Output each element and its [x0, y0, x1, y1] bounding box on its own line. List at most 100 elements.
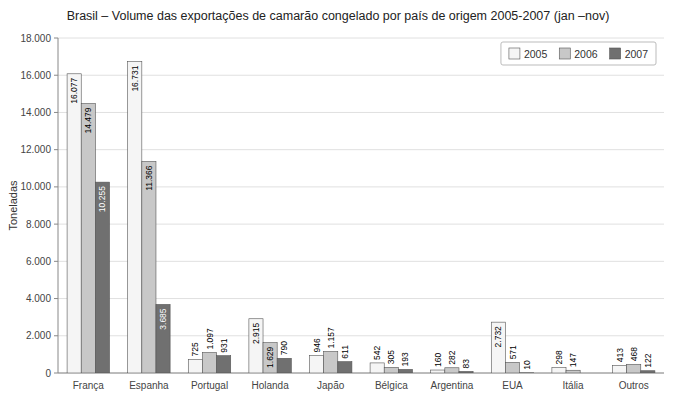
data-labels: 16.07716.7317252.9159465421602.732298413… [69, 65, 653, 369]
data-label: 10.255 [97, 186, 107, 212]
data-label: 1.629 [265, 346, 275, 368]
tick-mark [54, 224, 58, 225]
legend-label: 2005 [524, 48, 548, 60]
data-label: 571 [508, 345, 518, 359]
data-label: 11.366 [144, 165, 154, 191]
tick-mark [54, 186, 58, 187]
data-label: 1.157 [326, 327, 336, 349]
tick-mark [54, 149, 58, 150]
chart: Brasil – Volume das exportações de camar… [0, 0, 676, 403]
bar [398, 369, 412, 373]
bar [459, 371, 473, 373]
data-label: 611 [340, 345, 350, 359]
tick-label: 4.000 [26, 293, 51, 304]
bar [445, 368, 459, 373]
tick-label: 18.000 [20, 33, 51, 44]
bar [202, 353, 216, 373]
tick-label: Itália [563, 380, 585, 391]
legend: 2005 2006 2007 [501, 42, 656, 65]
tick-mark [54, 261, 58, 262]
bar [580, 373, 594, 374]
tick-mark [54, 373, 58, 374]
data-label: 413 [615, 348, 625, 362]
data-label: 931 [219, 338, 229, 352]
tick-mark [54, 75, 58, 76]
bar [627, 364, 641, 373]
bar [128, 62, 142, 373]
data-label: 14.479 [83, 107, 93, 133]
data-label: 946 [312, 338, 322, 352]
grid-line [58, 38, 664, 39]
data-label: 83 [461, 359, 471, 369]
tick-label: Argentina [430, 380, 473, 391]
y-axis: 0 2.000 4.000 6.000 8.000 10.000 12.000 14.000 1… [20, 33, 664, 379]
tick-label: Japão [317, 380, 345, 391]
title: Brasil – Volume das exportações de camar… [67, 9, 610, 23]
data-label: 193 [400, 352, 410, 366]
bar [566, 370, 580, 373]
bar [249, 319, 263, 373]
tick-label: EUA [502, 380, 523, 391]
bar [641, 371, 655, 373]
data-label: 790 [279, 341, 289, 355]
data-label: 10 [522, 360, 532, 370]
grid-line [58, 75, 664, 76]
bar [491, 322, 505, 373]
tick-label: 14.000 [20, 107, 51, 118]
legend-item: 2007 [610, 48, 649, 60]
bar [277, 358, 291, 373]
data-label: 16.077 [69, 78, 79, 104]
tick-mark [54, 298, 58, 299]
data-label: 2.915 [251, 322, 261, 344]
bar [612, 365, 626, 373]
tick-label: 10.000 [20, 181, 51, 192]
data-label: 122 [643, 353, 653, 367]
tick-label: 0 [45, 368, 51, 379]
data-label: 147 [568, 353, 578, 367]
axis-label: Toneladas [7, 180, 19, 231]
legend-label: 2006 [574, 48, 598, 60]
tick-label: 8.000 [26, 219, 51, 230]
bar [505, 362, 519, 373]
data-label: 16.731 [130, 65, 140, 91]
bar [370, 363, 384, 373]
bar [552, 367, 566, 373]
legend-label: 2007 [625, 48, 649, 60]
bar [142, 161, 156, 373]
tick-label: 16.000 [20, 70, 51, 81]
tick-label: 2.000 [26, 330, 51, 341]
data-label: 542 [372, 345, 382, 359]
bar [67, 74, 81, 373]
background [0, 0, 676, 403]
bar [188, 360, 202, 373]
tick-label: 12.000 [20, 144, 51, 155]
grid-line [58, 112, 664, 113]
grid-line [58, 149, 664, 150]
legend-item: 2006 [559, 48, 598, 60]
bar [263, 343, 277, 373]
data-label: 1.097 [205, 328, 215, 350]
tick-label: Outros [619, 380, 649, 391]
tick-mark [54, 38, 58, 39]
legend-box [501, 42, 656, 65]
data-label: 160 [433, 353, 443, 367]
tick-label: 6.000 [26, 256, 51, 267]
bar [520, 372, 534, 373]
tick-label: França [73, 380, 105, 391]
tick-label: Espanha [129, 380, 169, 391]
tick-label: Bélgica [375, 380, 408, 391]
tick-label: Portugal [191, 380, 228, 391]
bar [338, 362, 352, 373]
data-label: 298 [554, 350, 564, 364]
legend-item: 2005 [509, 48, 548, 60]
bar [95, 182, 109, 373]
axis-line [58, 38, 59, 373]
bar [156, 304, 170, 373]
tick-mark [54, 112, 58, 113]
data-label: 3.685 [158, 308, 168, 330]
bar [309, 355, 323, 373]
bars [67, 62, 655, 373]
bar [81, 104, 95, 373]
bar [431, 370, 445, 373]
legend-swatch [559, 48, 570, 59]
